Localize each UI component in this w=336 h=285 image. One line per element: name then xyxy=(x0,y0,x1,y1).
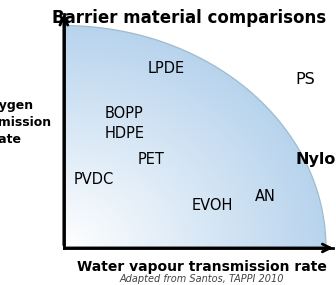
Text: PS: PS xyxy=(296,72,316,87)
Text: EVOH: EVOH xyxy=(192,198,233,213)
Text: PVDC: PVDC xyxy=(74,172,114,187)
Text: Oxygen
transmission
rate: Oxygen transmission rate xyxy=(0,99,52,146)
Text: BOPP: BOPP xyxy=(104,107,143,121)
Text: Barrier material comparisons: Barrier material comparisons xyxy=(52,9,326,27)
Text: Nylon: Nylon xyxy=(296,152,336,167)
Text: Water vapour transmission rate: Water vapour transmission rate xyxy=(77,260,327,274)
Text: HDPE: HDPE xyxy=(104,127,144,141)
Text: Adapted from Santos, TAPPI 2010: Adapted from Santos, TAPPI 2010 xyxy=(119,274,284,284)
Text: PET: PET xyxy=(138,152,165,167)
Text: AN: AN xyxy=(255,189,276,204)
Text: LPDE: LPDE xyxy=(148,61,185,76)
